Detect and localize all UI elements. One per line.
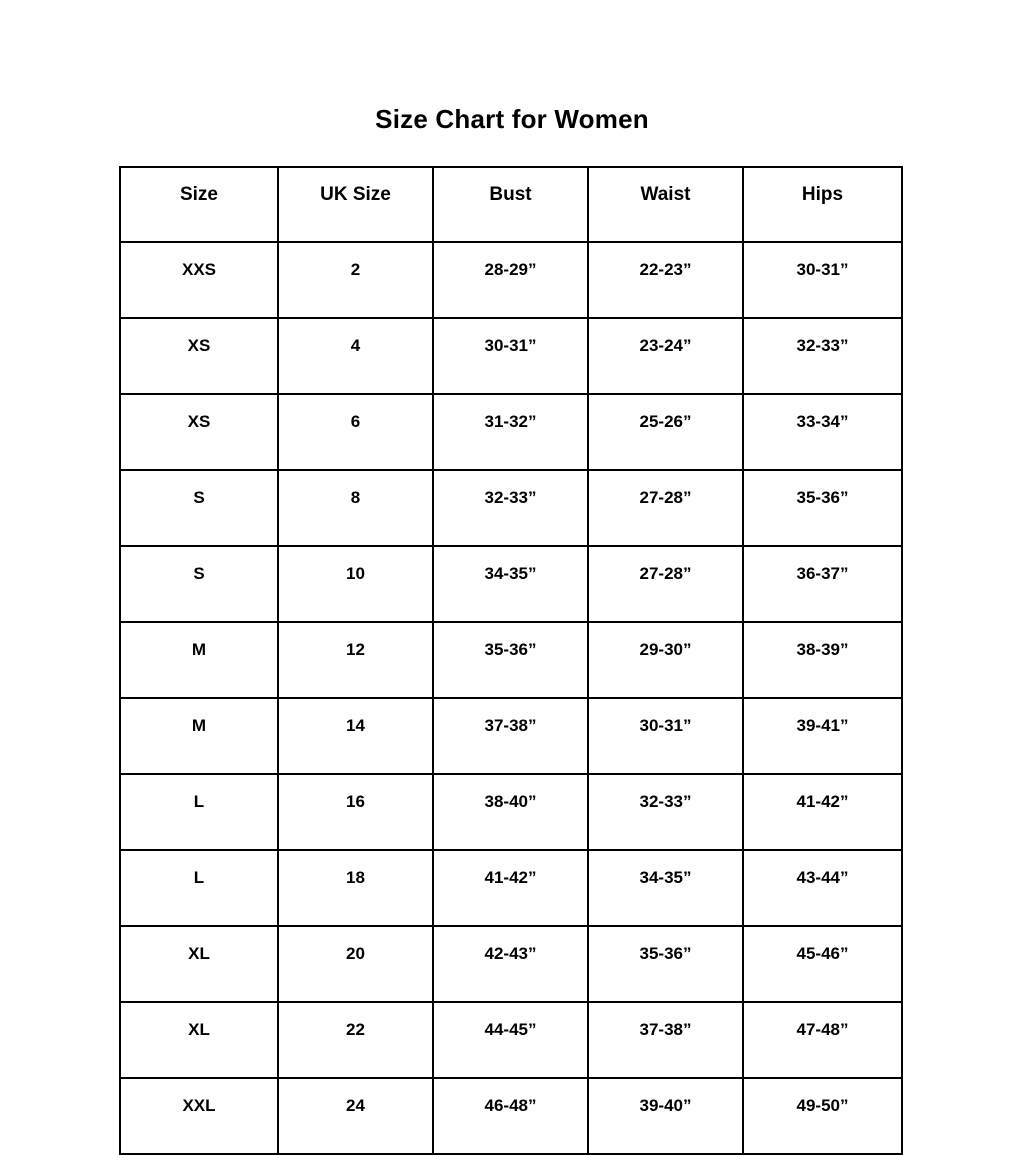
cell-waist: 32-33”	[587, 773, 744, 851]
cell-waist: 25-26”	[587, 393, 744, 471]
cell-size: L	[119, 773, 279, 851]
column-header-bust: Bust	[432, 166, 589, 243]
size-table-container: Size UK Size Bust Waist Hips XXS 2 28-29…	[119, 166, 903, 1155]
table-header-row: Size UK Size Bust Waist Hips	[119, 166, 903, 243]
cell-uk-size: 4	[277, 317, 434, 395]
cell-hips: 30-31”	[742, 241, 903, 319]
cell-bust: 46-48”	[432, 1077, 589, 1155]
cell-hips: 41-42”	[742, 773, 903, 851]
cell-waist: 34-35”	[587, 849, 744, 927]
cell-hips: 49-50”	[742, 1077, 903, 1155]
column-header-hips: Hips	[742, 166, 903, 243]
cell-hips: 43-44”	[742, 849, 903, 927]
cell-uk-size: 24	[277, 1077, 434, 1155]
table-row: M 12 35-36” 29-30” 38-39”	[119, 621, 903, 699]
size-chart-table: Size UK Size Bust Waist Hips XXS 2 28-29…	[119, 166, 903, 1155]
table-row: XL 22 44-45” 37-38” 47-48”	[119, 1001, 903, 1079]
cell-uk-size: 10	[277, 545, 434, 623]
cell-bust: 38-40”	[432, 773, 589, 851]
cell-size: M	[119, 621, 279, 699]
cell-waist: 37-38”	[587, 1001, 744, 1079]
cell-size: XXL	[119, 1077, 279, 1155]
cell-uk-size: 16	[277, 773, 434, 851]
cell-size: XS	[119, 317, 279, 395]
size-chart-page: Size Chart for Women Size UK Size Bust W…	[119, 104, 903, 1155]
cell-waist: 39-40”	[587, 1077, 744, 1155]
table-row: L 18 41-42” 34-35” 43-44”	[119, 849, 903, 927]
column-header-size: Size	[119, 166, 279, 243]
cell-hips: 39-41”	[742, 697, 903, 775]
cell-uk-size: 20	[277, 925, 434, 1003]
cell-bust: 28-29”	[432, 241, 589, 319]
column-header-uk-size: UK Size	[277, 166, 434, 243]
cell-size: XXS	[119, 241, 279, 319]
cell-waist: 23-24”	[587, 317, 744, 395]
cell-bust: 37-38”	[432, 697, 589, 775]
cell-waist: 30-31”	[587, 697, 744, 775]
cell-hips: 35-36”	[742, 469, 903, 547]
cell-uk-size: 14	[277, 697, 434, 775]
table-row: S 8 32-33” 27-28” 35-36”	[119, 469, 903, 547]
table-row: XXS 2 28-29” 22-23” 30-31”	[119, 241, 903, 319]
cell-uk-size: 22	[277, 1001, 434, 1079]
table-row: S 10 34-35” 27-28” 36-37”	[119, 545, 903, 623]
cell-uk-size: 8	[277, 469, 434, 547]
table-body: XXS 2 28-29” 22-23” 30-31” XS 4 30-31” 2…	[119, 241, 903, 1155]
cell-waist: 27-28”	[587, 469, 744, 547]
cell-waist: 29-30”	[587, 621, 744, 699]
cell-hips: 32-33”	[742, 317, 903, 395]
cell-bust: 30-31”	[432, 317, 589, 395]
cell-hips: 36-37”	[742, 545, 903, 623]
table-header: Size UK Size Bust Waist Hips	[119, 166, 903, 243]
cell-bust: 34-35”	[432, 545, 589, 623]
cell-size: XS	[119, 393, 279, 471]
cell-waist: 27-28”	[587, 545, 744, 623]
cell-size: XL	[119, 1001, 279, 1079]
cell-size: S	[119, 469, 279, 547]
cell-bust: 31-32”	[432, 393, 589, 471]
table-row: L 16 38-40” 32-33” 41-42”	[119, 773, 903, 851]
page-title: Size Chart for Women	[375, 104, 649, 134]
cell-size: XL	[119, 925, 279, 1003]
cell-bust: 32-33”	[432, 469, 589, 547]
cell-uk-size: 6	[277, 393, 434, 471]
cell-size: M	[119, 697, 279, 775]
table-row: XS 6 31-32” 25-26” 33-34”	[119, 393, 903, 471]
table-row: M 14 37-38” 30-31” 39-41”	[119, 697, 903, 775]
cell-bust: 42-43”	[432, 925, 589, 1003]
cell-hips: 47-48”	[742, 1001, 903, 1079]
cell-waist: 22-23”	[587, 241, 744, 319]
column-header-waist: Waist	[587, 166, 744, 243]
cell-hips: 38-39”	[742, 621, 903, 699]
cell-size: L	[119, 849, 279, 927]
cell-hips: 33-34”	[742, 393, 903, 471]
cell-size: S	[119, 545, 279, 623]
cell-bust: 44-45”	[432, 1001, 589, 1079]
cell-uk-size: 12	[277, 621, 434, 699]
cell-waist: 35-36”	[587, 925, 744, 1003]
table-row: XS 4 30-31” 23-24” 32-33”	[119, 317, 903, 395]
cell-uk-size: 18	[277, 849, 434, 927]
cell-uk-size: 2	[277, 241, 434, 319]
table-row: XL 20 42-43” 35-36” 45-46”	[119, 925, 903, 1003]
cell-hips: 45-46”	[742, 925, 903, 1003]
cell-bust: 35-36”	[432, 621, 589, 699]
cell-bust: 41-42”	[432, 849, 589, 927]
table-row: XXL 24 46-48” 39-40” 49-50”	[119, 1077, 903, 1155]
